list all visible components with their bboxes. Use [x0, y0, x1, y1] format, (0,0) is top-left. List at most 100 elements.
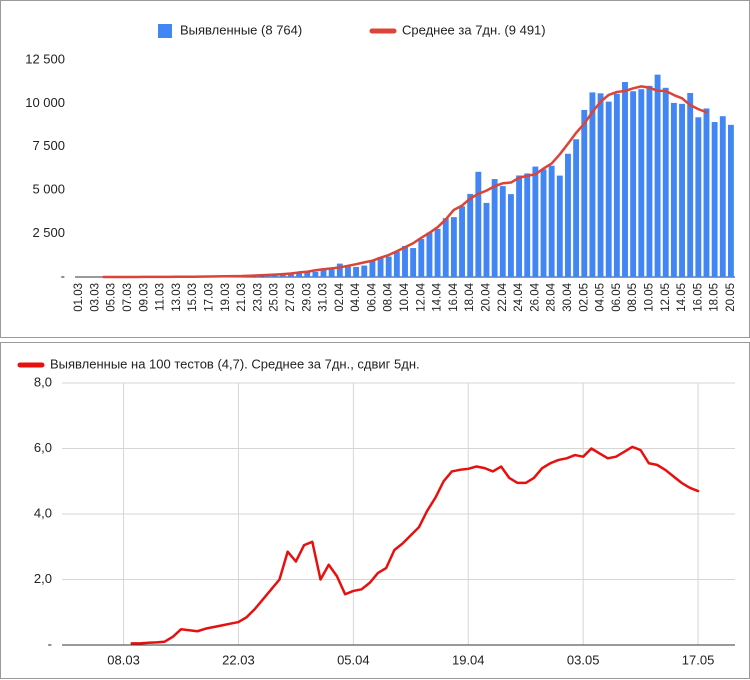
bar: [589, 92, 596, 277]
x-tick-label: 08.04: [383, 282, 395, 311]
x-tick-label: 07.03: [122, 283, 134, 312]
bar: [279, 273, 286, 277]
bar: [662, 87, 669, 277]
x-tick-label: 12.05: [660, 283, 672, 312]
x-tick-label: 30.04: [562, 282, 574, 311]
y-tick-label: 4,0: [34, 505, 52, 520]
x-tick-label: 08.05: [627, 283, 639, 312]
bar: [573, 139, 580, 277]
x-tick-label: 09.03: [138, 283, 150, 312]
bar: [361, 265, 368, 277]
x-tick-label: 04.05: [595, 283, 607, 312]
bar: [312, 271, 319, 277]
x-tick-label: 20.04: [481, 282, 493, 311]
bar: [638, 89, 645, 277]
x-tick-label: 05.04: [337, 652, 370, 667]
x-tick-label: 04.04: [350, 282, 362, 311]
bar: [719, 116, 726, 277]
bar: [410, 248, 417, 277]
bar: [687, 93, 694, 277]
x-tick-label: 11.03: [155, 283, 167, 311]
bar: [597, 93, 604, 277]
legend-label: Выявленные (8 764): [180, 22, 302, 37]
bar: [442, 218, 449, 277]
bar: [646, 85, 653, 277]
y-tick-label: 6,0: [34, 440, 52, 455]
x-tick-label: 29.03: [301, 283, 313, 312]
bar: [320, 268, 327, 277]
x-tick-label: 03.05: [567, 652, 600, 667]
legend-label: Среднее за 7дн. (9 491): [402, 22, 546, 37]
legend-label: Выявленные на 100 тестов (4,7). Среднее …: [50, 356, 420, 371]
legend-swatch: [158, 24, 172, 38]
bar: [328, 269, 335, 277]
x-tick-label: 03.03: [89, 283, 101, 312]
bar: [434, 228, 441, 277]
bar: [393, 251, 400, 277]
x-tick-label: 26.04: [529, 282, 541, 311]
y-tick-label: 10 000: [25, 95, 65, 110]
bar: [345, 266, 351, 277]
x-tick-label: 06.05: [611, 283, 623, 312]
bar: [605, 101, 612, 278]
x-tick-label: 22.04: [497, 282, 509, 311]
bar: [556, 175, 563, 277]
bar: [524, 173, 531, 277]
y-tick-label: 8,0: [34, 374, 52, 389]
line: [130, 445, 700, 645]
bar: [548, 165, 555, 277]
x-tick-label: 19.04: [452, 652, 485, 667]
bar: [630, 91, 637, 278]
bar: [377, 256, 384, 277]
bar: [385, 256, 392, 277]
bar: [540, 169, 547, 277]
x-tick-label: 10.04: [399, 282, 411, 311]
bar: [287, 273, 294, 277]
y-tick-label: 7 500: [32, 138, 65, 153]
x-tick-label: 02.05: [578, 283, 590, 312]
bar: [475, 171, 482, 277]
x-tick-label: 21.03: [236, 283, 248, 312]
bar: [296, 273, 303, 277]
x-tick-label: 24.04: [513, 282, 525, 311]
bar: [369, 260, 376, 277]
x-tick-label: 17.03: [203, 283, 215, 312]
bar: [532, 166, 539, 277]
y-tick-label: -: [48, 636, 52, 651]
y-tick-label: 2,0: [34, 571, 52, 586]
x-tick-label: 31.03: [318, 283, 330, 312]
x-tick-label: 13.03: [171, 283, 183, 312]
x-tick-label: 02.04: [334, 282, 346, 311]
x-tick-label: 14.04: [432, 282, 444, 311]
bar: [499, 186, 506, 277]
x-tick-label: 06.04: [366, 282, 378, 311]
bar: [459, 206, 465, 277]
bar: [622, 82, 628, 277]
x-tick-label: 28.04: [546, 282, 558, 311]
x-tick-label: 20.05: [725, 283, 737, 312]
bar: [727, 124, 734, 277]
bar: [450, 217, 457, 277]
bar: [711, 122, 718, 277]
x-tick-label: 05.03: [106, 283, 118, 312]
bar: [304, 272, 311, 277]
x-tick-label: 19.03: [220, 283, 232, 312]
bar: [483, 202, 490, 277]
x-tick-label: 25.03: [269, 283, 281, 312]
bar: [565, 153, 571, 277]
x-tick-label: 18.05: [709, 283, 721, 312]
x-tick-label: 27.03: [285, 283, 297, 312]
bar: [467, 193, 474, 277]
y-tick-label: -: [61, 268, 65, 283]
frame: [0, 342, 750, 679]
x-tick-label: 15.03: [187, 283, 199, 312]
y-tick-label: 2 500: [32, 225, 65, 240]
bar: [679, 103, 685, 278]
x-tick-label: 16.04: [448, 282, 460, 311]
y-tick-label: 12 500: [25, 51, 65, 66]
bar: [353, 266, 360, 277]
bar: [670, 102, 677, 278]
bar: [402, 245, 408, 277]
